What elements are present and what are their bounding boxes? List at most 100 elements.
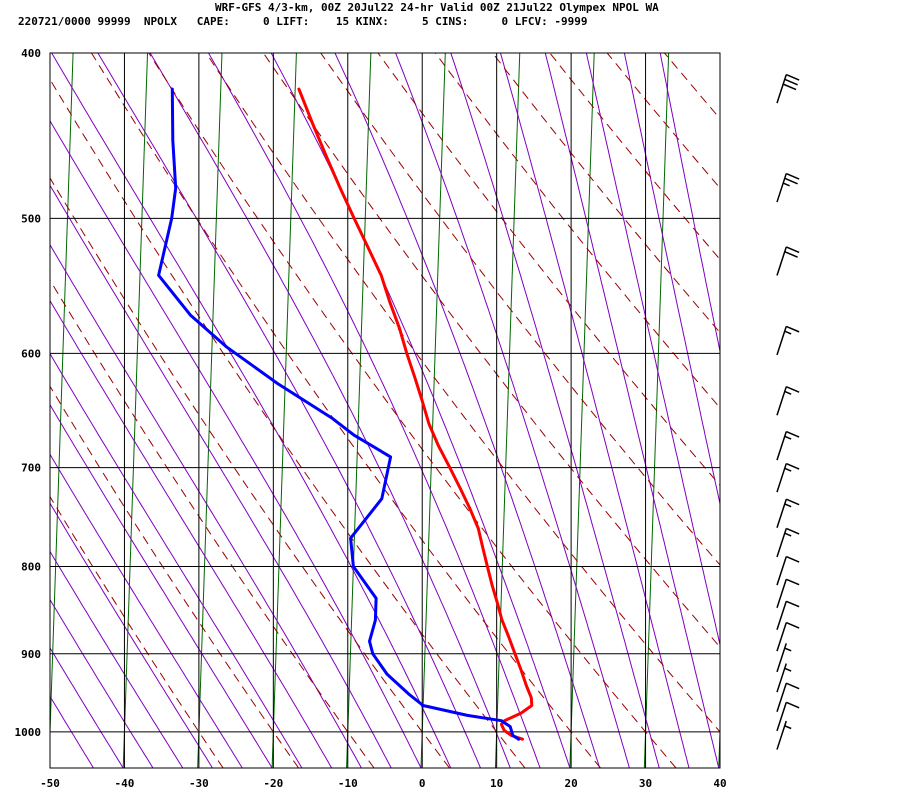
moist-adiabat-line (500, 53, 690, 768)
wind-barb-staff (776, 326, 787, 356)
wind-barb (776, 172, 800, 203)
moist-adiabat-line (544, 53, 720, 768)
wind-barb-staff (776, 702, 787, 732)
moist-adiabat-line (50, 299, 333, 768)
dry-adiabat-line (50, 177, 450, 768)
wind-barb-half-feather (784, 647, 792, 652)
isotherm-line (420, 53, 446, 768)
x-tick-label: -30 (189, 777, 209, 790)
dry-adiabat-line (779, 53, 900, 768)
wind-barb-feather (785, 462, 800, 470)
wind-barb (776, 246, 800, 276)
y-tick-label: 500 (21, 212, 41, 225)
dry-adiabat-line (50, 495, 224, 768)
dry-adiabat-line (894, 53, 900, 768)
wind-barb-staff (776, 528, 787, 558)
isotherm-line (271, 53, 297, 768)
wind-barb-feather (784, 251, 798, 258)
wind-barb-staff (776, 498, 787, 528)
dry-adiabat-line (320, 53, 720, 566)
wind-barb-half-feather (784, 390, 792, 395)
isotherm-line (793, 53, 817, 768)
dry-adiabat-line (606, 53, 720, 189)
moist-adiabat-line (50, 502, 213, 768)
wind-barb-feather (785, 325, 800, 333)
moist-adiabat-line (450, 53, 660, 768)
wind-barb-feather (785, 246, 800, 254)
x-tick-label: -40 (115, 777, 135, 790)
wind-barb (776, 621, 800, 652)
wind-barb (776, 643, 792, 673)
isotherm-line (569, 53, 595, 768)
wind-barb-half-feather (784, 503, 792, 508)
moist-adiabat-line (50, 646, 124, 768)
moist-adiabat-line (659, 53, 720, 354)
wind-barb (776, 663, 792, 693)
x-tick-label: -50 (40, 777, 60, 790)
moist-adiabat-line (50, 598, 154, 768)
moist-adiabat-line (50, 243, 362, 768)
y-tick-label: 400 (21, 47, 41, 60)
x-tick-label: -20 (263, 777, 283, 790)
moist-adiabat-line (395, 53, 630, 768)
dry-adiabat-line (50, 279, 375, 768)
isotherm-line (718, 717, 720, 768)
moist-adiabat-line (623, 53, 720, 507)
dry-adiabat-lines (50, 53, 900, 768)
isotherm-line (197, 53, 223, 768)
dry-adiabat-line (377, 53, 720, 487)
wind-barb-staff (776, 682, 787, 712)
dry-adiabat-line (50, 385, 300, 768)
wind-barb-feather (784, 177, 798, 185)
wind-barb-half-feather (784, 330, 792, 335)
wind-barb-feather (785, 682, 800, 690)
wind-barb-feather (785, 701, 800, 709)
dry-adiabat-line (836, 53, 900, 768)
wind-barb-feather (785, 578, 800, 586)
wind-barb-staff (776, 601, 787, 631)
moist-adiabat-line (97, 53, 481, 768)
sounding-header: WRF-GFS 4/3-km, 00Z 20Jul22 24-hr Valid … (0, 0, 900, 30)
dry-adiabat-line (91, 53, 601, 768)
temperature-profile-line (297, 87, 534, 741)
sounding-indices: 220721/0000 99999 NPOLX CAPE: 0 LIFT: 15… (18, 15, 588, 28)
wind-barb-half-feather (784, 725, 792, 730)
dry-adiabat-line (434, 53, 720, 409)
wind-barb-feather (785, 430, 800, 438)
moist-adiabat-line (334, 53, 601, 768)
wind-barb (776, 555, 800, 586)
x-tick-label: 30 (639, 777, 652, 790)
wind-barb-staff (776, 386, 787, 416)
wind-barb-staff (776, 173, 787, 203)
isotherm-line (494, 53, 521, 768)
y-tick-labels: 400 500 600 700 800 900 1000 (15, 47, 42, 739)
dewpoint-profile-line (157, 87, 521, 741)
plot-grid (49, 52, 721, 769)
isotherm-line (346, 53, 372, 768)
dry-adiabat-line (722, 53, 900, 768)
wind-barb-feather (785, 498, 800, 506)
y-tick-label: 900 (21, 648, 41, 661)
isotherm-line (50, 53, 74, 747)
wind-barb-feather (785, 385, 800, 393)
wind-barb (776, 527, 800, 558)
x-tick-label: 20 (564, 777, 577, 790)
wind-barb (776, 720, 792, 750)
wind-barbs (776, 73, 800, 750)
x-tick-label: 10 (490, 777, 503, 790)
isotherm-lines (50, 53, 817, 768)
y-tick-label: 1000 (15, 726, 42, 739)
sounding-series (157, 87, 534, 741)
x-tick-label: -10 (338, 777, 358, 790)
y-tick-label: 600 (21, 347, 41, 360)
plot-frame (49, 52, 721, 769)
wind-barb-feather (785, 600, 800, 608)
wind-barb-half-feather (784, 667, 792, 672)
moist-adiabat-line (50, 550, 184, 768)
dry-adiabat-line (262, 53, 720, 648)
moist-adiabat-line (50, 352, 303, 768)
wind-barb-staff (776, 463, 787, 493)
wind-barb-half-feather (784, 435, 792, 440)
wind-barb-staff (776, 431, 787, 461)
